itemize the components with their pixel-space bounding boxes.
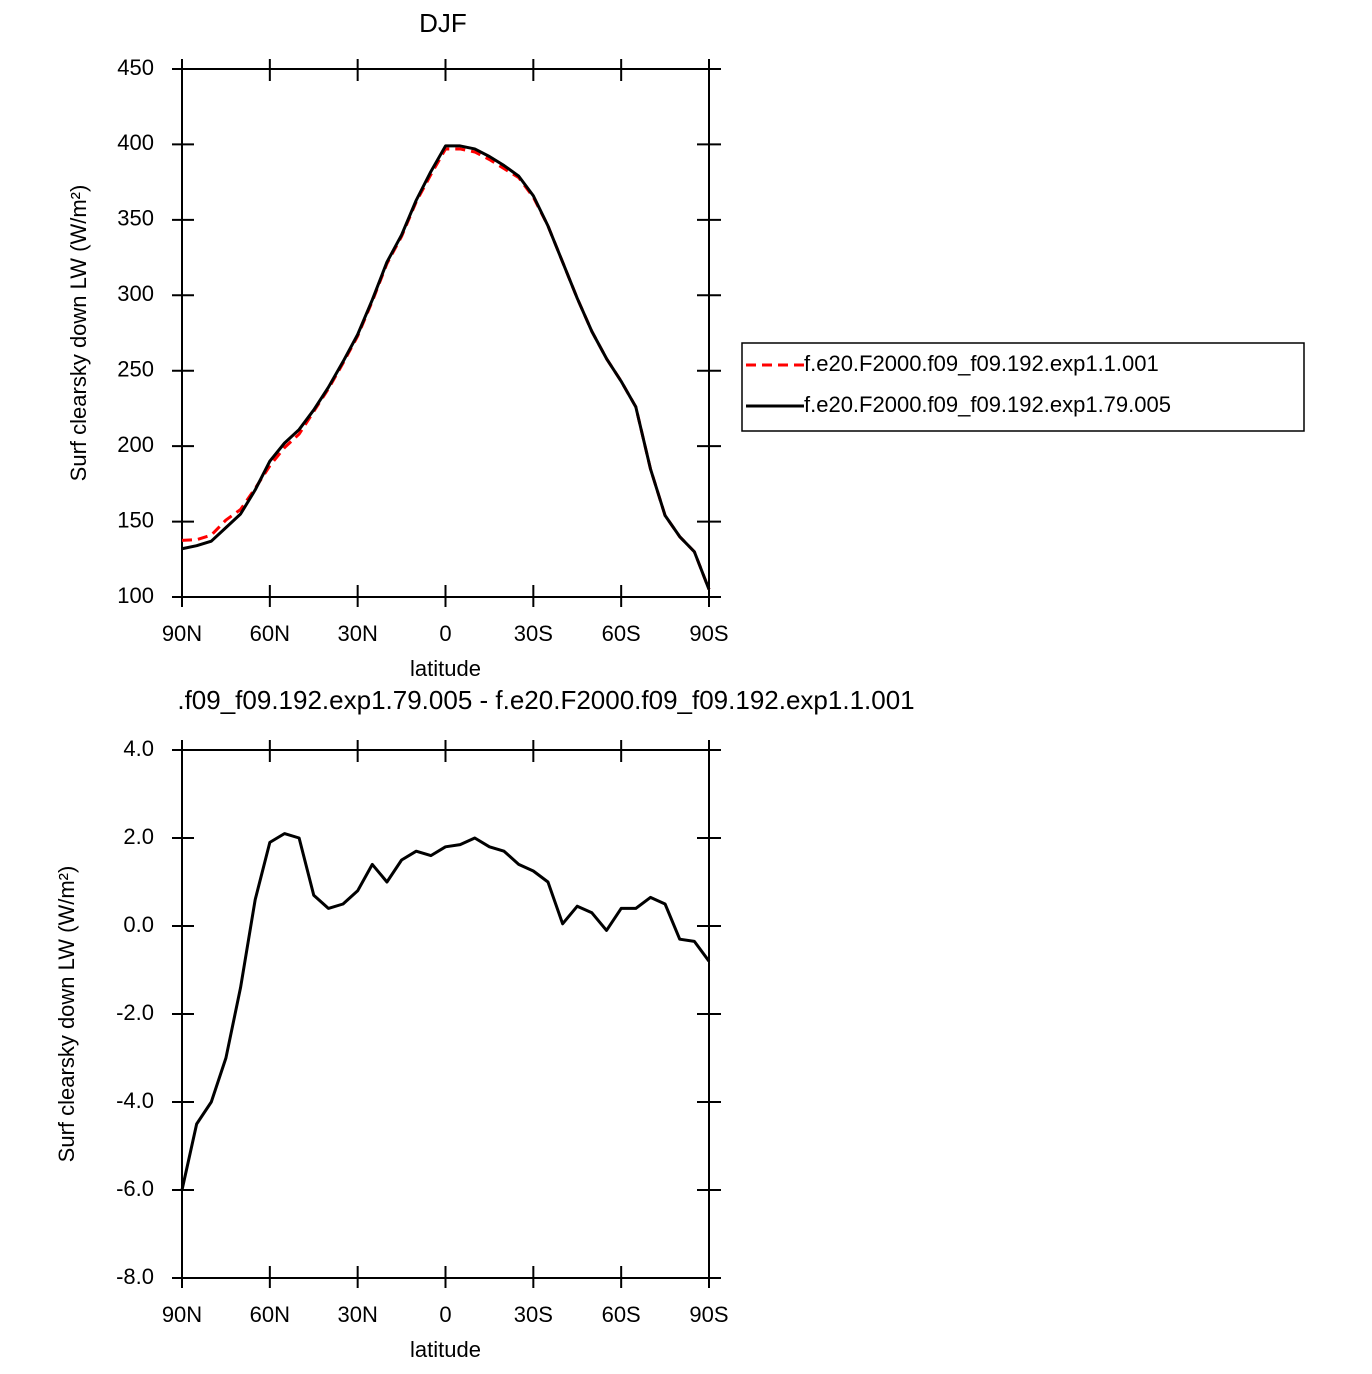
x-tick-label: 0 [439,1302,451,1327]
chart-title: DJF [419,8,467,38]
x-tick-label: 60S [602,621,641,646]
y-tick-label: 100 [117,583,154,608]
y-axis-label: Surf clearsky down LW (W/m²) [54,866,79,1163]
x-axis-label: latitude [410,656,481,681]
x-tick-label: 30N [337,1302,377,1327]
y-tick-label: 200 [117,432,154,457]
y-tick-label: 2.0 [123,824,154,849]
legend-label: f.e20.F2000.f09_f09.192.exp1.1.001 [804,351,1159,376]
legend-box [741,342,1305,432]
y-tick-label: 0.0 [123,912,154,937]
y-tick-label: 350 [117,206,154,231]
y-tick-label: -8.0 [116,1264,154,1289]
data-line [181,147,711,590]
x-tick-label: 90N [162,1302,202,1327]
y-tick-label: 300 [117,281,154,306]
x-axis-label: latitude [410,1337,481,1362]
x-tick-label: 90S [689,621,728,646]
y-tick-label: 400 [117,130,154,155]
x-tick-label: 60N [250,621,290,646]
y-tick-label: 4.0 [123,736,154,761]
data-line [181,144,711,590]
y-tick-label: -2.0 [116,1000,154,1025]
x-tick-label: 30S [514,621,553,646]
y-axis-label: Surf clearsky down LW (W/m²) [66,185,91,482]
y-tick-label: 250 [117,357,154,382]
legend-label: f.e20.F2000.f09_f09.192.exp1.79.005 [804,392,1171,417]
chart-title: .f09_f09.192.exp1.79.005 - f.e20.F2000.f… [177,685,914,715]
y-tick-label: 450 [117,55,154,80]
y-tick-label: -6.0 [116,1176,154,1201]
x-tick-label: 60S [602,1302,641,1327]
x-tick-label: 90S [689,1302,728,1327]
x-tick-label: 0 [439,621,451,646]
plot-frame [181,749,710,1279]
x-tick-label: 90N [162,621,202,646]
x-tick-label: 30N [337,621,377,646]
x-tick-label: 30S [514,1302,553,1327]
x-tick-label: 60N [250,1302,290,1327]
y-tick-label: -4.0 [116,1088,154,1113]
data-line [180,832,711,1191]
y-tick-label: 150 [117,507,154,532]
